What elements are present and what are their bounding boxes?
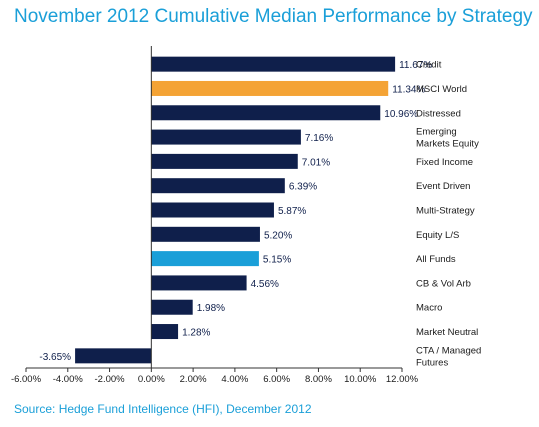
x-tick-label: 6.00% [263, 374, 290, 385]
x-tick-label: 10.00% [344, 374, 377, 385]
bar-value-label: 1.98% [197, 303, 225, 314]
category-label: Fixed Income [416, 157, 473, 168]
bar-value-label: 6.39% [289, 182, 317, 193]
bar-value-label: 5.20% [264, 230, 292, 241]
chart-title: November 2012 Cumulative Median Performa… [14, 6, 533, 27]
bar-value-label: 4.56% [251, 279, 279, 290]
category-label: CTA / Managed Futures [416, 345, 481, 368]
bar-value-label: 10.96% [384, 109, 418, 120]
bar-value-label: 5.15% [263, 255, 291, 266]
category-label: Market Neutral [416, 327, 478, 338]
category-label: Multi-Strategy [416, 206, 475, 217]
bars-layer [75, 56, 396, 364]
bar [151, 129, 301, 145]
bar [151, 178, 285, 194]
bar [151, 80, 389, 96]
bar [151, 153, 298, 169]
category-label: CB & Vol Arb [416, 278, 471, 289]
category-label: Event Driven [416, 181, 470, 192]
category-label: Credit [416, 60, 442, 71]
x-tick-label: 4.00% [221, 374, 248, 385]
bar-value-label: 7.16% [305, 133, 333, 144]
bar [151, 202, 274, 218]
value-labels-layer: 11.67% 11.34% 10.96% 7.16% 7.01% 6.39% 5.87% 5.… [39, 60, 432, 363]
bar [75, 348, 152, 364]
x-axis: -6.00% -4.00% -2.00% 0.00% 2.00% 4.00% 6.00% 8.… [11, 46, 419, 385]
x-tick-label: -2.00% [95, 374, 126, 385]
source-note: Source: Hedge Fund Intelligence (HFI), D… [14, 402, 312, 416]
bar [151, 299, 193, 315]
category-label: Emerging Markets Equity [416, 127, 479, 150]
bar [151, 226, 260, 242]
x-tick-label: -6.00% [11, 374, 42, 385]
category-label: Equity L/S [416, 230, 459, 241]
bar-value-label: 7.01% [302, 157, 330, 168]
category-label: Distressed [416, 108, 461, 119]
x-tick-label: 12.00% [386, 374, 419, 385]
x-tick-label: 8.00% [305, 374, 332, 385]
x-tick-label: 0.00% [138, 374, 165, 385]
bar-value-label: 1.28% [182, 328, 210, 339]
x-tick-label: 2.00% [180, 374, 207, 385]
bar [151, 56, 396, 72]
bar [151, 324, 179, 340]
bar-value-label: 5.87% [278, 206, 306, 217]
category-label: Macro [416, 303, 442, 314]
bar [151, 251, 259, 267]
bar-value-label: 11.67% [399, 60, 432, 71]
bar [151, 105, 381, 121]
category-label: MSCI World [416, 84, 467, 95]
x-tick-label: -4.00% [53, 374, 84, 385]
bar-value-label: 11.34% [392, 84, 425, 95]
category-label: All Funds [416, 254, 456, 265]
bar [151, 275, 247, 291]
category-labels-layer: Credit MSCI World Distressed Emerging Market… [416, 60, 481, 369]
bar-value-label: -3.65% [39, 352, 71, 363]
